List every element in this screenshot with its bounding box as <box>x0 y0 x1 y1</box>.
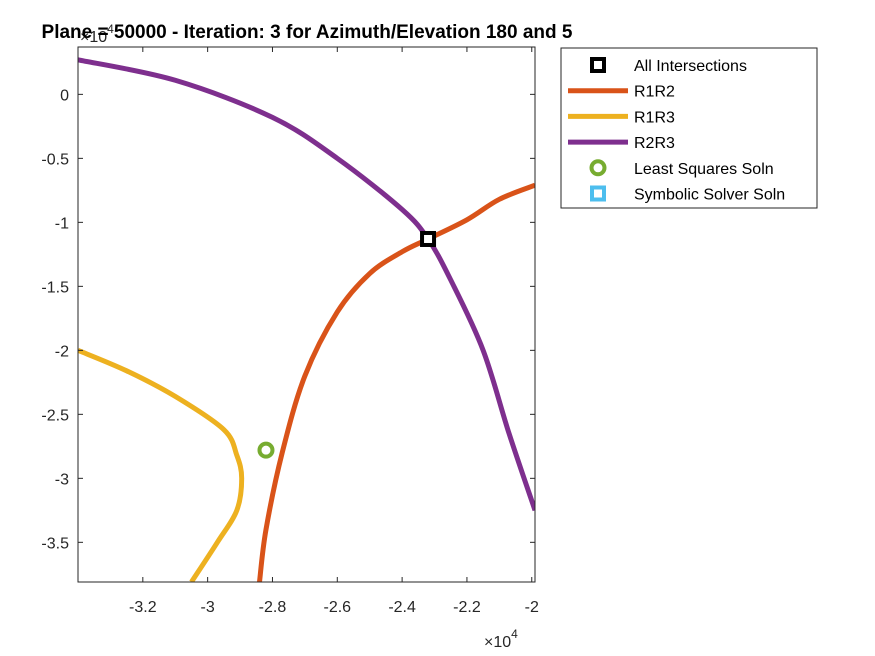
legend-label-all-intersections: All Intersections <box>634 58 747 75</box>
x-tick-label: -3.2 <box>129 599 157 616</box>
legend-marker-symbolic-solver-soln <box>590 185 606 202</box>
series-line-r2r3 <box>78 57 535 512</box>
y-tick-label: -1 <box>55 215 69 232</box>
legend-label-symbolic-solver-soln: Symbolic Solver Soln <box>634 187 785 204</box>
legend-label-r2r3: R2R3 <box>634 135 675 152</box>
legend-label-r1r2: R1R2 <box>634 84 675 101</box>
series-line-r1r3 <box>78 348 245 582</box>
marker-least-squares-soln <box>257 441 275 459</box>
y-tick-label: -3 <box>55 471 69 488</box>
x-exponent-power: 4 <box>511 627 518 641</box>
legend-marker-all-intersections <box>590 57 606 73</box>
legend-label-r1r3: R1R3 <box>634 109 675 126</box>
legend-label-least-squares-soln: Least Squares Soln <box>634 161 774 178</box>
y-tick-label: -0.5 <box>41 151 69 168</box>
legend[interactable]: All Intersections R1R2 R1R3 R2R3 Least Squar… <box>560 47 818 209</box>
y-tick-label: 0 <box>60 87 69 104</box>
axes-box <box>77 46 536 583</box>
x-tick-label: -2.4 <box>388 599 416 616</box>
y-tick-label: -1.5 <box>41 279 69 296</box>
x-tick-label: -2.8 <box>259 599 287 616</box>
chart-title: Plane = 50000 - Iteration: 3 for Azimuth… <box>42 22 573 43</box>
y-tick-label: -2.5 <box>41 407 69 424</box>
legend-marker-least-squares-soln <box>589 159 607 177</box>
legend-symbol-symbolic-solver-soln <box>590 185 606 202</box>
series-group <box>78 57 535 582</box>
x-tick-label: -2.2 <box>453 599 481 616</box>
x-tick-label: -3 <box>201 599 215 616</box>
series-line-r1r2 <box>257 182 535 582</box>
legend-symbol-least-squares-soln <box>589 159 607 177</box>
legend-symbol-all-intersections <box>590 57 606 73</box>
marker-all-intersections <box>420 230 437 247</box>
plot-axes: -3.2 -3 -2.8 -2.6 -2.4 -2.2 -2 0 -0.5 -1 -1.5 -2 -2.… <box>41 22 539 651</box>
y-exponent-power: 4 <box>107 22 114 36</box>
y-tick-label: -3.5 <box>41 535 69 552</box>
x-exponent-label: ×104 <box>484 627 518 651</box>
x-tick-label: -2 <box>525 599 539 616</box>
x-tick-label: -2.6 <box>324 599 352 616</box>
y-tick-label: -2 <box>55 343 69 360</box>
legend-box <box>560 47 818 209</box>
